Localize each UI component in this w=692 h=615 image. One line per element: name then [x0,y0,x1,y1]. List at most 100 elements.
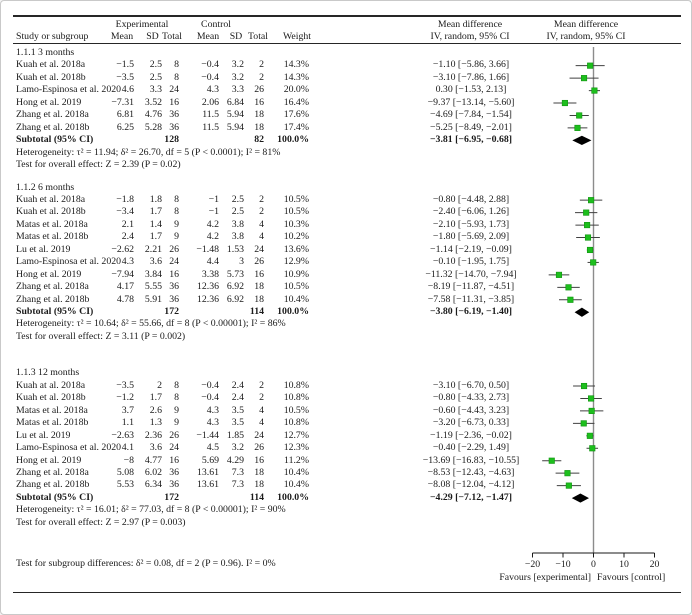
cell-ct: 26 [254,84,264,96]
study-name: Lu et al. 2019 [16,243,71,255]
header-divider [13,42,681,45]
cell-esd: 2 [157,379,162,391]
cell-et: 16 [169,454,179,466]
ci-value: −11.32 [−14.70, −7.94] [425,268,517,280]
cell-et: 9 [174,218,179,230]
cell-wt: 14.3% [283,59,309,71]
bottom-divider [13,592,681,594]
cell-et: 36 [169,109,179,121]
cell-cm: 4.3 [206,404,219,416]
ci-value: −0.80 [−4.48, 2.88] [432,193,510,205]
cell-csd: 3 [239,256,244,268]
cell-esd: 2.5 [149,59,162,71]
study-row: Zhang et al. 2018b 6.25 5.28 36 11.5 5.94 18 17… [1,121,691,134]
cell-cm: 4.4 [206,256,219,268]
cell-et: 24 [169,442,179,454]
cell-et: 128 [164,134,179,146]
cell-cm: 11.5 [202,109,219,121]
cell-et: 26 [169,243,179,255]
cell-wt: 10.9% [283,268,309,280]
study-row: Matas et al. 2018b 1.1 1.3 9 4.3 3.5 4 10.8% −3.… [1,417,691,429]
subgroup-header-row: 1.1.1 3 months [1,47,691,59]
cell-ct: 2 [259,59,264,71]
cell-wt: 12.9% [283,256,309,268]
subtotal-row: Subtotal (95% CI) 172 114 100.0% −3.80 [−6.1… [1,306,691,318]
study-name: Lamo-Espinosa et al. 2020 [16,84,122,96]
ci-value: −0.40 [−2.29, 1.49] [432,442,510,454]
cell-cm: −1 [208,193,219,205]
ci-value: −1.19 [−2.36, −0.02] [430,429,512,441]
col-exp-mean: Mean [110,30,134,42]
subgroup-header-row: 1.1.2 6 months [1,182,691,194]
cell-wt: 10.5% [283,206,309,218]
study-name: Kuah et al. 2018b [16,392,86,404]
cell-wt: 12.7% [283,429,309,441]
cell-cm: 4.5 [206,442,219,454]
cell-wt: 10.3% [283,218,309,230]
study-name: Hong et al. 2019 [16,96,82,108]
cell-em: 6.25 [116,121,134,133]
cell-esd: 2.6 [149,404,162,416]
cell-csd: 6.84 [226,96,244,108]
cell-csd: 3.5 [231,404,244,416]
cell-em: 4.3 [121,256,134,268]
overall-effect-row: Test for overall effect: Z = 3.11 (P = 0… [1,330,691,343]
study-name: Kuah et al. 2018a [16,193,86,205]
cell-cm: −1 [208,206,219,218]
cell-em: −1.8 [116,193,134,205]
axis-tick-label: 20 [649,559,660,570]
cell-cm: −1.48 [196,243,219,255]
cell-et: 24 [169,84,179,96]
cell-et: 36 [169,479,179,491]
cell-cm: 13.61 [196,466,219,478]
col-exp-sd: SD [146,30,159,42]
cell-ct: 26 [254,256,264,268]
cell-wt: 100.0% [277,491,309,503]
subgroup-label: 1.1.3 12 months [16,367,80,379]
cell-et: 172 [164,491,179,503]
cell-cm: 3.38 [201,268,219,280]
study-row: Zhang et al. 2018b 4.78 5.91 36 12.36 6.92 18 1… [1,294,691,306]
cell-et: 16 [169,268,179,280]
cell-csd: 4.29 [226,454,244,466]
cell-ct: 2 [259,379,264,391]
cell-ct: 4 [259,404,264,416]
study-row: Zhang et al. 2018a 4.17 5.55 36 12.36 6.92 18 1… [1,281,691,293]
ci-value: 0.30 [−1.53, 2.13] [435,84,507,96]
cell-esd: 5.55 [144,281,162,293]
cell-cm: 4.2 [206,218,219,230]
subgroup-label: 1.1.1 3 months [16,47,75,58]
cell-wt: 10.5% [283,404,309,416]
cell-em: 2.1 [121,218,134,230]
cell-ct: 2 [259,193,264,205]
cell-wt: 100.0% [277,306,309,317]
study-row: Matas et al. 2018a 2.1 1.4 9 4.2 3.8 4 10.3% −2.… [1,218,691,231]
cell-wt: 20.0% [283,84,309,96]
cell-ct: 114 [249,491,264,503]
cell-et: 26 [169,429,179,441]
cell-csd: 3.2 [231,71,244,83]
overall-effect-text: Test for overall effect: Z = 3.11 (P = 0… [16,330,186,342]
ci-value: −1.14 [−2.19, −0.09] [430,243,512,255]
study-row: Hong et al. 2019 −8 4.77 16 5.69 4.29 16 11.2% −… [1,454,691,467]
cell-em: −2.63 [111,429,134,441]
cell-csd: 3.8 [231,218,244,230]
cell-csd: 6.92 [226,281,244,293]
cell-em: −3.5 [116,379,134,391]
study-row: Zhang et al. 2018a 5.08 6.02 36 13.61 7.3 18 10… [1,466,691,479]
col-group-control: Control [201,19,231,30]
ci-value: −8.19 [−11.87, −4.51] [427,281,515,293]
ci-value: −1.80 [−5.69, 2.09] [432,231,510,243]
cell-em: −3.4 [116,206,134,218]
ci-value: −2.40 [−6.06, 1.26] [432,206,510,218]
study-row: Zhang et al. 2018b 5.53 6.34 36 13.61 7.3 18 10… [1,479,691,491]
cell-esd: 3.6 [149,256,162,268]
study-name: Matas et al. 2018b [16,231,89,243]
study-name: Zhang et al. 2018a [16,466,89,478]
study-name: Hong et al. 2019 [16,454,82,466]
cell-wt: 14.3% [283,71,309,83]
cell-cm: −1.44 [196,429,219,441]
cell-csd: 5.94 [226,121,244,133]
cell-et: 8 [174,71,179,83]
study-name: Matas et al. 2018a [16,404,88,416]
